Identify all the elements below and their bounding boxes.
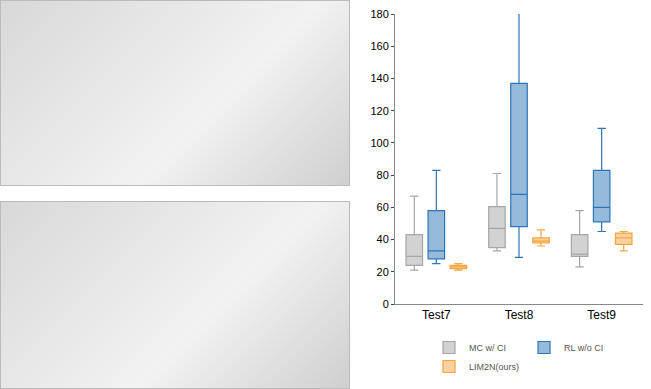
svg-text:100: 100 [370, 137, 388, 149]
svg-text:40: 40 [377, 233, 389, 245]
svg-text:120: 120 [370, 105, 388, 117]
svg-text:MC w/ CI: MC w/ CI [469, 343, 506, 353]
svg-text:0: 0 [383, 298, 389, 310]
svg-text:Test7: Test7 [422, 308, 451, 322]
svg-text:180: 180 [370, 8, 388, 20]
svg-text:80: 80 [377, 169, 389, 181]
svg-text:140: 140 [370, 72, 388, 84]
svg-text:Test8: Test8 [505, 308, 534, 322]
svg-text:Test9: Test9 [587, 308, 616, 322]
svg-text:LIM2N(ours): LIM2N(ours) [469, 362, 519, 372]
svg-text:160: 160 [370, 40, 388, 52]
svg-text:60: 60 [377, 201, 389, 213]
svg-text:RL w/o CI: RL w/o CI [564, 343, 603, 353]
svg-text:20: 20 [377, 266, 389, 278]
